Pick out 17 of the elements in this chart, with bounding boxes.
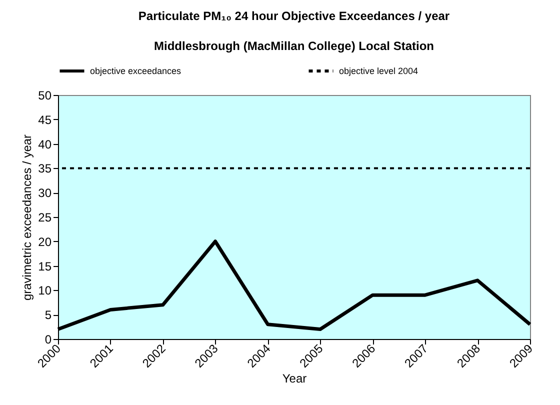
legend-label: objective exceedances xyxy=(90,66,182,76)
y-tick-label: 5 xyxy=(44,308,52,322)
y-tick-label: 20 xyxy=(38,234,52,249)
legend-label: objective level 2004 xyxy=(339,66,418,76)
y-tick-label: 10 xyxy=(38,284,52,298)
y-tick-label: 40 xyxy=(38,137,52,152)
y-tick-label: 35 xyxy=(38,162,52,176)
y-tick-label: 0 xyxy=(44,332,52,346)
chart-title: Particulate PM₁₀ 24 hour Objective Exceedances / year xyxy=(138,9,450,23)
chart-subtitle: Middlesbrough (MacMillan College) Local Station xyxy=(154,39,434,53)
y-tick-label: 50 xyxy=(38,88,52,102)
y-tick-label: 15 xyxy=(38,259,52,274)
y-tick-label: 25 xyxy=(38,210,52,224)
y-axis-title: gravimetric exceedances / year xyxy=(20,134,34,301)
y-tick-label: 30 xyxy=(38,186,52,200)
x-axis-title: Year xyxy=(282,372,307,386)
y-tick-label: 45 xyxy=(38,112,52,127)
